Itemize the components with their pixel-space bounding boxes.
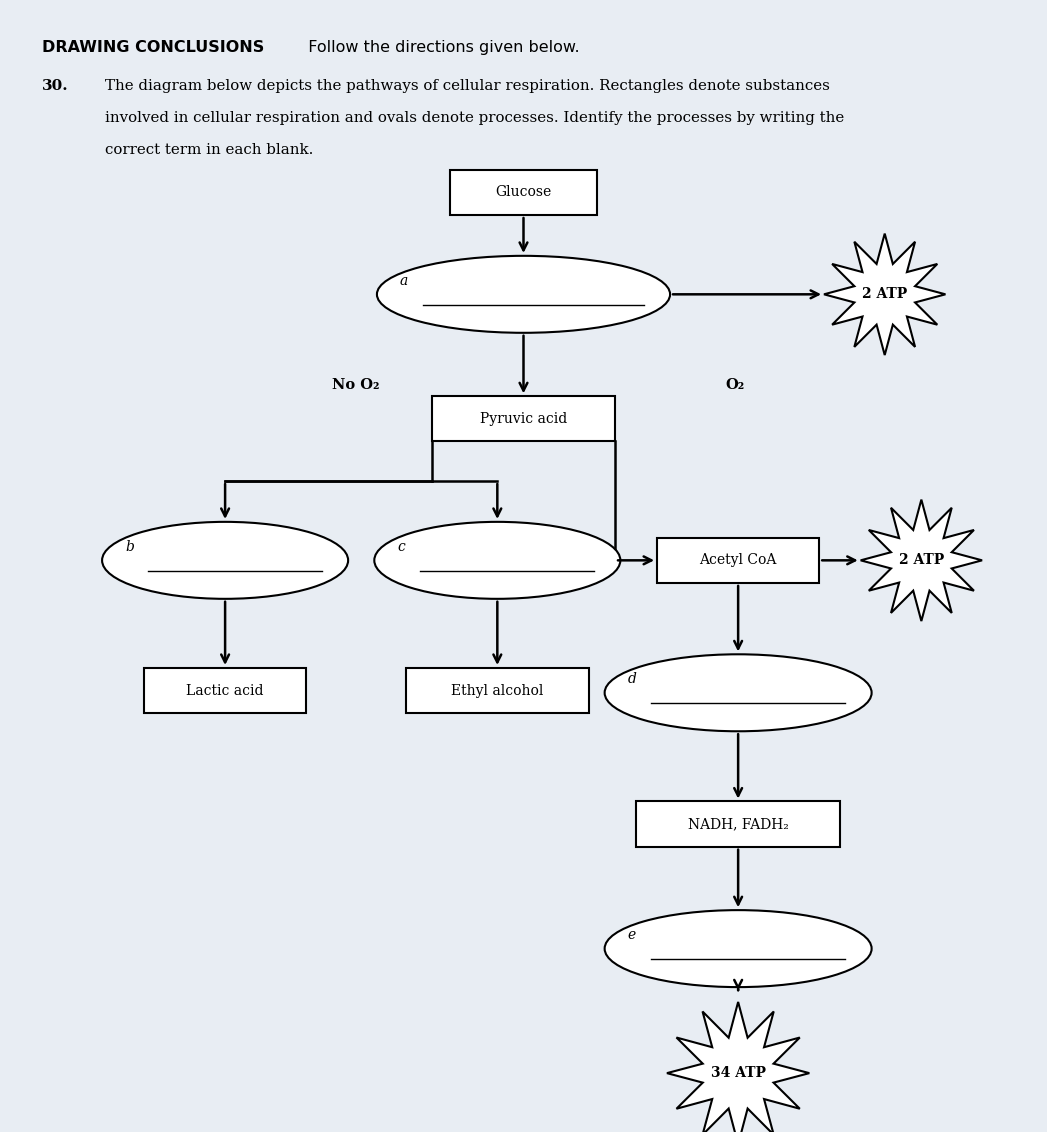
Text: Follow the directions given below.: Follow the directions given below.: [298, 40, 580, 54]
Text: a: a: [400, 274, 408, 288]
Polygon shape: [824, 233, 945, 355]
Ellipse shape: [604, 910, 871, 987]
Ellipse shape: [604, 654, 871, 731]
Text: Glucose: Glucose: [495, 186, 552, 199]
Text: correct term in each blank.: correct term in each blank.: [105, 143, 313, 156]
Text: The diagram below depicts the pathways of cellular respiration. Rectangles denot: The diagram below depicts the pathways o…: [105, 79, 829, 93]
Bar: [144, 668, 306, 713]
Text: c: c: [398, 540, 405, 554]
Bar: [658, 538, 819, 583]
Text: 30.: 30.: [42, 79, 68, 93]
Text: involved in cellular respiration and ovals denote processes. Identify the proces: involved in cellular respiration and ova…: [105, 111, 844, 125]
Ellipse shape: [377, 256, 670, 333]
Text: 34 ATP: 34 ATP: [711, 1066, 765, 1080]
Text: 2 ATP: 2 ATP: [862, 288, 908, 301]
Bar: [431, 396, 615, 441]
Bar: [636, 801, 840, 847]
Text: NADH, FADH₂: NADH, FADH₂: [688, 817, 788, 831]
Bar: [405, 668, 588, 713]
Ellipse shape: [102, 522, 348, 599]
Text: O₂: O₂: [725, 378, 744, 392]
Text: 2 ATP: 2 ATP: [898, 554, 944, 567]
Ellipse shape: [375, 522, 620, 599]
Polygon shape: [861, 499, 982, 621]
Text: No O₂: No O₂: [333, 378, 380, 392]
Text: Lactic acid: Lactic acid: [186, 684, 264, 697]
Text: Pyruvic acid: Pyruvic acid: [480, 412, 567, 426]
Text: Ethyl alcohol: Ethyl alcohol: [451, 684, 543, 697]
Polygon shape: [667, 1002, 809, 1132]
Text: e: e: [627, 928, 636, 942]
Text: b: b: [125, 540, 134, 554]
Text: d: d: [627, 672, 637, 686]
Bar: [450, 170, 597, 215]
Text: Acetyl CoA: Acetyl CoA: [699, 554, 777, 567]
Text: DRAWING CONCLUSIONS: DRAWING CONCLUSIONS: [42, 40, 264, 54]
